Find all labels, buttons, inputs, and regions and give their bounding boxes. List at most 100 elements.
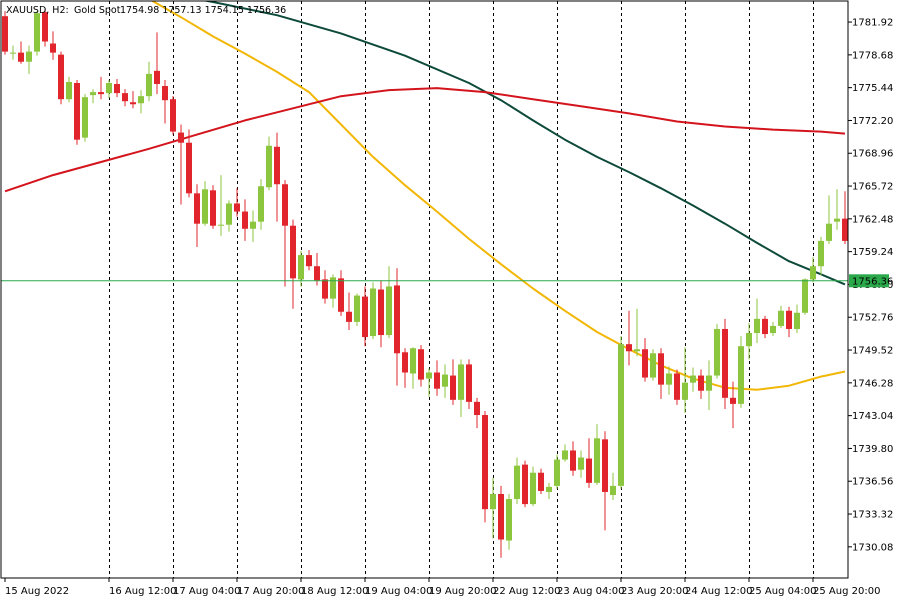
candle-body (426, 372, 432, 379)
candle (794, 304, 800, 334)
candle (434, 360, 440, 396)
candle-body (90, 92, 96, 96)
candle-body (762, 318, 768, 335)
candle (242, 199, 248, 241)
candle (354, 293, 360, 326)
candle-body (178, 132, 184, 143)
candle (34, 11, 40, 56)
candle (378, 280, 384, 348)
candle-body (634, 349, 640, 352)
candle (626, 310, 632, 366)
candle-body (690, 375, 696, 383)
candle (722, 318, 728, 409)
moving-average-line (4, 87, 846, 193)
candle-body (362, 296, 368, 338)
candle-body (594, 438, 600, 483)
moving-average-line (202, 1, 846, 286)
candle (410, 347, 416, 389)
candle (450, 359, 456, 405)
time-tick-label: 17 Aug 20:00 (237, 586, 304, 597)
moving-average-line (150, 1, 846, 391)
candle (602, 431, 608, 531)
candle (834, 189, 840, 230)
candle-body (322, 279, 328, 299)
candle-body (114, 84, 120, 94)
candle (754, 298, 760, 344)
candle (226, 200, 232, 232)
candle (282, 180, 288, 287)
candle-body (306, 255, 312, 267)
price-tick-label: 1749.52 (852, 346, 893, 357)
ohlc-values: 1754.98 1757.13 1754.15 1756.36 (120, 5, 286, 16)
candle-body (34, 13, 40, 52)
candle-body (474, 401, 480, 416)
candle-body (466, 364, 472, 402)
candle-body (218, 224, 224, 226)
candle-body (650, 353, 656, 378)
candle (690, 367, 696, 392)
price-axis: 1781.92 1778.68 1775.44 1772.20 1768.96 1765.… (848, 18, 893, 553)
candle (522, 460, 528, 508)
candle (706, 360, 712, 410)
candle-body (10, 52, 16, 54)
candle (90, 89, 96, 104)
candle (802, 278, 808, 315)
candle-body (74, 82, 80, 140)
candle-body (354, 295, 360, 322)
candle-body (186, 142, 192, 194)
candle (370, 282, 376, 340)
price-tick-label: 1781.92 (852, 18, 893, 29)
candle (418, 345, 424, 387)
candle (250, 210, 256, 242)
candle (586, 438, 592, 488)
candle-body (282, 184, 288, 226)
candle-body (130, 102, 136, 105)
candle (778, 305, 784, 328)
candle (10, 45, 16, 60)
candle (186, 129, 192, 198)
candle-body (26, 51, 32, 62)
candle (258, 179, 264, 230)
candle (730, 381, 736, 429)
candle-body (106, 82, 112, 94)
candle-body (826, 223, 832, 241)
candle (634, 308, 640, 357)
candle-body (738, 346, 744, 404)
candle-body (618, 344, 624, 486)
candle (482, 410, 488, 523)
candle (362, 286, 368, 347)
time-tick-label: 16 Aug 12:00 (109, 586, 176, 597)
price-tick-label: 1762.48 (852, 214, 893, 225)
candlestick-series (2, 9, 848, 558)
candle-body (290, 225, 296, 279)
candle (826, 195, 832, 244)
candle-body (234, 203, 240, 212)
candle (266, 136, 272, 191)
candle-body (330, 277, 336, 299)
price-tick-label: 1730.08 (852, 542, 893, 553)
candle-body (754, 318, 760, 334)
candle (234, 188, 240, 217)
candle-body (658, 353, 664, 385)
chart-header: XAUUSD, H2: Gold Spot 1754.98 1757.13 17… (6, 5, 286, 16)
candle-body (602, 439, 608, 492)
candle-body (98, 92, 104, 95)
candle (610, 472, 616, 501)
candle (162, 79, 168, 124)
candle (274, 132, 280, 222)
candle (498, 485, 504, 558)
symbol-timeframe: XAUUSD, H2: (6, 5, 69, 16)
candle-body (410, 348, 416, 374)
candle (530, 466, 536, 507)
candle-body (570, 450, 576, 471)
candle (570, 441, 576, 476)
candle-body (674, 373, 680, 400)
candle-body (490, 493, 496, 510)
candle (98, 76, 104, 100)
time-tick-label: 24 Aug 12:00 (685, 586, 752, 597)
current-price-label: 1756.36 (852, 276, 893, 287)
candle (154, 32, 160, 95)
candle-body (250, 221, 256, 229)
candle (170, 96, 176, 135)
